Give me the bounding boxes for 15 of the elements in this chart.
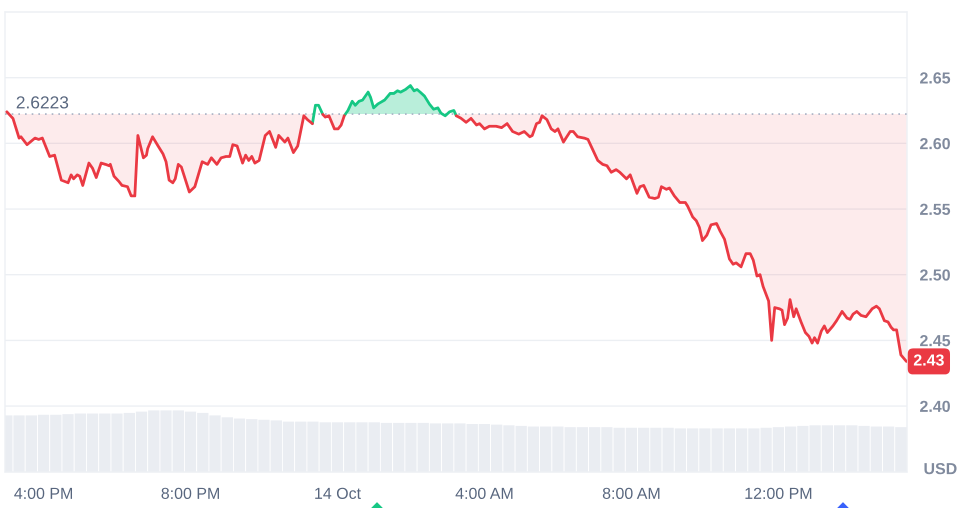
y-tick-label: 2.45 (920, 335, 950, 346)
y-axis-title: USD (924, 462, 957, 474)
x-tick-label: 4:00 AM (456, 488, 512, 500)
y-tick-label: 2.55 (920, 204, 950, 215)
y-tick-label: 2.60 (920, 138, 950, 150)
y-tick-label: 2.50 (920, 269, 950, 281)
x-tick-label: 4:00 PM (14, 488, 72, 500)
x-tick-label: 8:00 AM (602, 488, 660, 500)
x-tick-label: 12:00 PM (745, 488, 812, 500)
x-tick-label: 8:00 PM (162, 488, 219, 500)
y-tick-label: 2.40 (920, 400, 950, 412)
x-tick-label: 14 Oct (315, 488, 361, 500)
y-tick-label: 2.65 (920, 72, 950, 84)
annotation: 2.43 (914, 354, 944, 366)
ref-line-label: 2.6223 (16, 96, 68, 109)
